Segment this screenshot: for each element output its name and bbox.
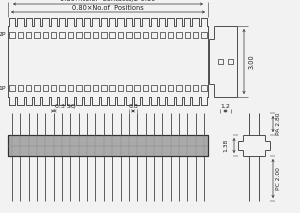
Bar xyxy=(76,32,82,38)
Bar xyxy=(68,32,73,38)
Bar xyxy=(76,85,82,91)
Bar xyxy=(93,85,98,91)
Bar xyxy=(93,32,98,38)
Bar xyxy=(110,32,115,38)
Bar xyxy=(34,32,40,38)
Bar xyxy=(34,85,40,91)
Bar xyxy=(59,85,65,91)
Bar xyxy=(18,85,23,91)
Bar xyxy=(176,85,182,91)
Bar xyxy=(184,85,190,91)
Bar xyxy=(101,85,106,91)
Bar xyxy=(160,85,165,91)
Bar xyxy=(151,85,157,91)
Bar xyxy=(118,32,123,38)
Bar xyxy=(218,59,223,64)
Text: 3.00: 3.00 xyxy=(249,54,255,69)
Text: PA 2.80: PA 2.80 xyxy=(276,113,281,135)
Bar xyxy=(101,32,106,38)
Bar xyxy=(134,85,140,91)
Text: 0.80×No.of  Positions: 0.80×No.of Positions xyxy=(72,4,144,10)
Bar xyxy=(18,32,23,38)
Bar xyxy=(43,32,48,38)
Text: 0.3 SQ: 0.3 SQ xyxy=(55,104,76,109)
Text: 1.2: 1.2 xyxy=(220,104,230,109)
Text: 1.38: 1.38 xyxy=(223,139,228,152)
Bar xyxy=(201,32,207,38)
Bar xyxy=(184,32,190,38)
Bar xyxy=(118,85,123,91)
Bar xyxy=(68,85,73,91)
Bar xyxy=(126,32,132,38)
Text: 1P: 1P xyxy=(0,85,6,91)
Bar xyxy=(8,135,208,156)
Bar xyxy=(43,85,48,91)
Text: PC 2.00: PC 2.00 xyxy=(276,167,281,190)
Bar xyxy=(193,85,198,91)
Bar xyxy=(201,85,207,91)
Bar xyxy=(176,32,182,38)
Bar xyxy=(110,85,115,91)
Bar xyxy=(228,59,233,64)
Bar xyxy=(8,135,208,156)
Bar xyxy=(126,85,132,91)
Bar xyxy=(193,32,198,38)
Text: 0.80×No.of  Contacts/2-0.80: 0.80×No.of Contacts/2-0.80 xyxy=(60,0,156,3)
Bar xyxy=(168,85,173,91)
Bar xyxy=(9,32,15,38)
Bar xyxy=(143,85,148,91)
Bar xyxy=(51,32,56,38)
Bar xyxy=(84,32,90,38)
Text: 0.8: 0.8 xyxy=(128,104,138,109)
Text: 2P: 2P xyxy=(0,33,6,37)
Bar xyxy=(134,32,140,38)
Bar xyxy=(9,85,15,91)
Bar xyxy=(84,85,90,91)
Bar xyxy=(59,32,65,38)
Bar xyxy=(160,32,165,38)
Bar xyxy=(151,32,157,38)
Bar xyxy=(26,32,32,38)
Bar xyxy=(143,32,148,38)
Bar xyxy=(168,32,173,38)
Bar xyxy=(51,85,56,91)
Bar xyxy=(26,85,32,91)
